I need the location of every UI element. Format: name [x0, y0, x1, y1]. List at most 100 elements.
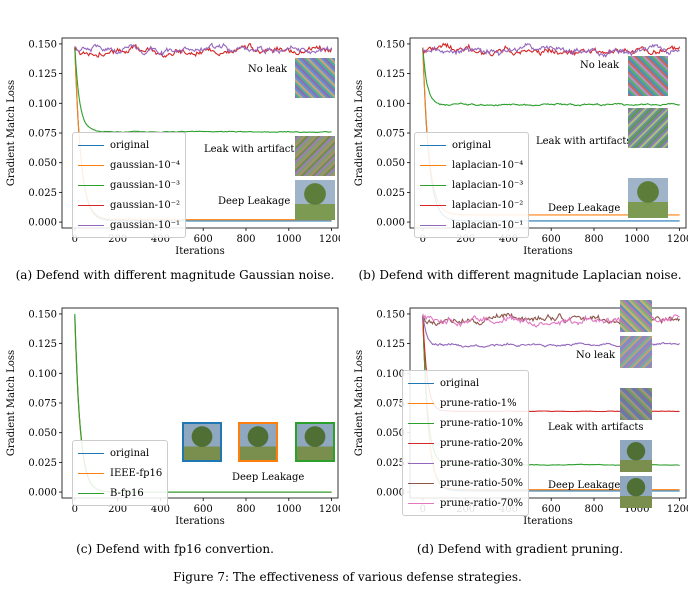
legend-swatch	[408, 402, 434, 404]
annotation-no-leak-d: No leak	[576, 350, 616, 361]
series-line	[422, 42, 681, 57]
legend-swatch	[78, 452, 104, 454]
y-axis-label: Gradient Match Loss	[6, 350, 17, 456]
noise-thumbnail	[295, 58, 335, 98]
legend-swatch	[408, 482, 434, 484]
legend-d: original prune-ratio-1% prune-ratio-10% pru…	[402, 370, 529, 516]
y-tick-label: 0.050	[376, 158, 405, 169]
series-line	[74, 42, 333, 57]
y-tick-label: 0.050	[28, 158, 57, 169]
x-axis-label: Iterations	[175, 516, 224, 527]
tree-thumbnail	[628, 178, 668, 218]
legend-entry: prune-ratio-50%	[408, 473, 523, 493]
legend-swatch	[78, 224, 104, 226]
legend-label: original	[452, 139, 492, 151]
y-tick-label: 0.075	[376, 399, 405, 410]
y-tick-label: 0.100	[376, 99, 405, 110]
legend-swatch	[420, 164, 446, 166]
x-tick-label: 400	[151, 504, 170, 515]
x-tick-label: 600	[542, 504, 561, 515]
x-tick-label: 400	[499, 234, 518, 245]
noise-thumbnail	[620, 300, 652, 332]
legend-entry: original	[420, 135, 523, 155]
y-tick-label: 0.150	[376, 309, 405, 320]
y-tick-label: 0.025	[376, 458, 405, 469]
legend-entry: prune-ratio-10%	[408, 413, 523, 433]
annotation-no-leak-b: No leak	[580, 60, 620, 71]
annotation-artifacts-d: Leak with artifacts	[548, 422, 644, 433]
legend-entry: IEEE-fp16	[78, 463, 162, 483]
artifact-thumbnail	[295, 136, 335, 176]
y-tick-label: 0.125	[28, 69, 57, 80]
legend-label: B-fp16	[110, 487, 144, 499]
caption-a: (a) Defend with different magnitude Gaus…	[15, 268, 335, 282]
annotation-deep-leakage-a: Deep Leakage	[218, 196, 291, 207]
y-tick-label: 0.100	[28, 99, 57, 110]
y-tick-label: 0.025	[28, 188, 57, 199]
legend-label: gaussian-10⁻²	[110, 199, 181, 211]
tree-thumbnail	[238, 422, 278, 462]
y-tick-label: 0.075	[28, 129, 57, 140]
annotation-deep-leakage-d: Deep Leakage	[548, 480, 621, 491]
figure-caption: Figure 7: The effectiveness of various d…	[173, 570, 522, 584]
legend-entry: laplacian-10⁻⁴	[420, 155, 523, 175]
legend-label: gaussian-10⁻¹	[110, 219, 181, 231]
legend-label: original	[110, 139, 150, 151]
legend-entry: gaussian-10⁻¹	[78, 215, 180, 235]
legend-entry: laplacian-10⁻¹	[420, 215, 523, 235]
legend-entry: original	[78, 443, 162, 463]
x-axis-label: Iterations	[523, 246, 572, 257]
legend-entry: prune-ratio-70%	[408, 493, 523, 513]
y-tick-label: 0.000	[376, 218, 405, 229]
caption-d: (d) Defend with gradient pruning.	[416, 542, 624, 556]
y-tick-label: 0.050	[376, 428, 405, 439]
legend-entry: prune-ratio-1%	[408, 393, 523, 413]
tree-thumbnail	[295, 422, 335, 462]
legend-entry: gaussian-10⁻⁴	[78, 155, 180, 175]
legend-swatch	[78, 164, 104, 166]
x-tick-label: 0	[72, 234, 78, 245]
x-tick-label: 800	[584, 504, 603, 515]
x-tick-label: 800	[584, 234, 603, 245]
legend-entry: gaussian-10⁻²	[78, 195, 180, 215]
legend-swatch	[420, 144, 446, 146]
legend-swatch	[420, 204, 446, 206]
legend-label: prune-ratio-50%	[440, 477, 523, 489]
x-tick-label: 1000	[276, 234, 301, 245]
x-tick-label: 1000	[624, 504, 649, 515]
legend-entry: prune-ratio-30%	[408, 453, 523, 473]
series-line	[422, 48, 680, 107]
x-tick-label: 0	[72, 504, 78, 515]
x-axis-label: Iterations	[175, 246, 224, 257]
x-tick-label: 600	[194, 504, 213, 515]
x-tick-label: 800	[236, 234, 255, 245]
legend-swatch	[408, 502, 434, 504]
y-tick-label: 0.125	[28, 339, 57, 350]
y-tick-label: 0.050	[28, 428, 57, 439]
legend-label: original	[440, 377, 480, 389]
legend-entry: laplacian-10⁻³	[420, 175, 523, 195]
artifact-thumbnail	[628, 108, 668, 148]
y-axis-label: Gradient Match Loss	[354, 80, 365, 186]
legend-swatch	[408, 442, 434, 444]
legend-label: prune-ratio-10%	[440, 417, 523, 429]
x-tick-label: 1000	[624, 234, 649, 245]
annotation-artifacts-a: Leak with artifacts	[204, 144, 300, 155]
legend-entry: B-fp16	[78, 483, 162, 503]
legend-c: original IEEE-fp16 B-fp16	[72, 440, 169, 506]
legend-swatch	[408, 462, 434, 464]
x-tick-label: 1000	[276, 504, 301, 515]
noise-thumbnail	[628, 56, 668, 96]
legend-swatch	[420, 224, 446, 226]
x-tick-label: 800	[236, 504, 255, 515]
legend-entry: original	[408, 373, 523, 393]
annotation-deep-leakage-b: Deep Leakage	[548, 203, 621, 214]
tree-thumbnail	[295, 180, 335, 220]
legend-label: laplacian-10⁻¹	[452, 219, 524, 231]
